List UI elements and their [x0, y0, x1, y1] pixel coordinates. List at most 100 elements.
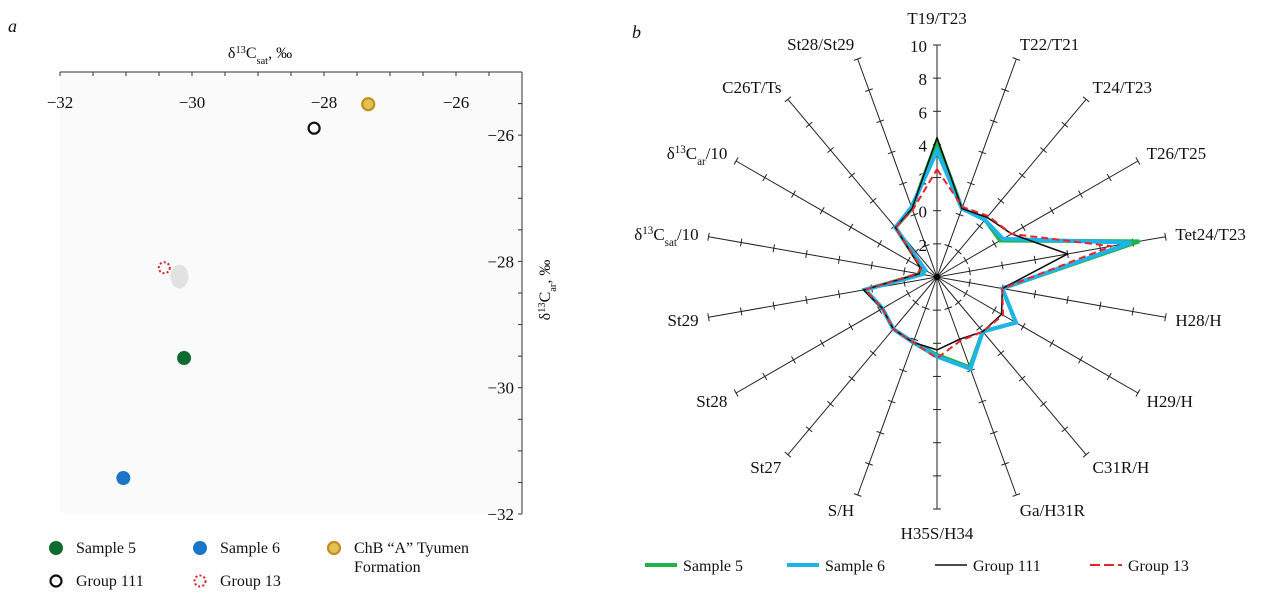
- y-tick-label: −26: [487, 126, 514, 145]
- radar-tick: [1082, 96, 1090, 103]
- panel-b-label: b: [632, 22, 641, 42]
- radar-tick: [805, 295, 808, 305]
- radar-tick: [819, 339, 825, 347]
- radar-tick: [1082, 451, 1090, 458]
- radar-tick: [944, 306, 953, 310]
- radar-axis-label: T24/T23: [1093, 78, 1153, 97]
- radar-tick: [1033, 290, 1037, 299]
- x-tick-label: −28: [311, 93, 338, 112]
- radar-axis: [735, 276, 938, 394]
- radar-axis-label: T22/T21: [1020, 35, 1079, 54]
- radar-scale-label: 0: [919, 203, 928, 222]
- radar-tick: [989, 119, 998, 124]
- radar-series-group-111: [862, 135, 1070, 351]
- radar-tick: [853, 57, 862, 61]
- radar-tick: [912, 299, 920, 306]
- radar-axis: [936, 276, 1087, 456]
- radar-tick: [978, 150, 987, 155]
- legend-label: Formation: [354, 559, 421, 576]
- radar-axis: [936, 160, 1139, 278]
- radar-axis-label: T26/T25: [1147, 144, 1207, 163]
- panel-a-label: a: [8, 16, 17, 36]
- radar-tick: [887, 399, 896, 404]
- data-point: [116, 471, 131, 486]
- radar-axis-label: H29/H: [1147, 392, 1193, 411]
- radar-tick: [827, 400, 834, 407]
- radar-axis: [708, 236, 938, 278]
- radar-tick: [968, 267, 971, 276]
- radar-tick: [762, 372, 768, 381]
- data-point: [157, 261, 171, 275]
- plot-area: [60, 72, 522, 514]
- radar-tick: [899, 368, 907, 373]
- radar-tick: [1135, 157, 1141, 165]
- y-tick-label: −30: [487, 379, 514, 398]
- radar-tick: [877, 306, 883, 314]
- scatter-plot: −32 −30 −28 −26 −26 −28 −30 −32 δ13Csat, ‰ δ13Car…: [47, 45, 559, 525]
- radar-tick: [1078, 356, 1083, 364]
- radar-axis-label: H35S/H34: [901, 524, 974, 543]
- legend-label: Sample 6: [825, 558, 885, 575]
- legend-marker: [193, 541, 207, 555]
- radar-tick: [944, 244, 953, 248]
- radar-axis: [936, 276, 1166, 318]
- radar-tick: [784, 451, 792, 458]
- radar-axis-label: St28/St29: [787, 35, 854, 54]
- y-tick-label: −28: [487, 252, 514, 271]
- radar-axis-label: H28/H: [1175, 311, 1221, 330]
- radar-tick: [805, 249, 808, 259]
- radar-tick: [1018, 172, 1026, 179]
- radar-tick: [837, 290, 841, 299]
- radar-tick: [837, 255, 841, 264]
- radar-axis: [708, 276, 938, 318]
- radar-tick: [877, 240, 883, 248]
- radar-tick: [954, 248, 962, 255]
- radar-axis: [857, 276, 938, 496]
- radar-tick: [991, 306, 997, 314]
- radar-axis: [735, 160, 938, 278]
- x-axis-title: δ13Csat, ‰: [228, 45, 292, 67]
- radar-tick: [865, 462, 873, 466]
- radar-tick: [848, 172, 856, 179]
- radar-tick: [1012, 57, 1021, 61]
- radar-tick: [905, 256, 911, 265]
- radar-tick: [1001, 261, 1004, 270]
- radar-tick: [1164, 232, 1167, 241]
- radar-tick: [1106, 372, 1112, 381]
- legend-label: Group 111: [973, 558, 1041, 575]
- radar-tick: [976, 324, 983, 331]
- radar-tick: [707, 232, 710, 241]
- radar-tick: [1106, 173, 1112, 182]
- radar-scale-label: 10: [910, 37, 927, 56]
- radar-tick: [762, 173, 768, 182]
- legend-label: Group 13: [1128, 558, 1189, 575]
- radar-tick: [1061, 426, 1069, 433]
- radar-tick: [899, 181, 907, 186]
- radar-tick: [1033, 255, 1037, 264]
- radar-tick: [865, 88, 873, 92]
- data-point: [307, 121, 321, 135]
- radar-tick: [827, 147, 834, 154]
- radar-axis-label: St28: [696, 392, 727, 411]
- radar-tick: [707, 313, 710, 322]
- radar-tick: [921, 306, 930, 310]
- data-point: [361, 97, 376, 112]
- legend-marker: [326, 540, 342, 556]
- radar-axis-label: δ13Car/10: [667, 144, 728, 168]
- radar-series-group-13: [863, 167, 1112, 360]
- radar-tick: [887, 150, 896, 155]
- legend-label: Sample 5: [683, 558, 743, 575]
- radar-tick: [921, 244, 930, 248]
- radar-scale-label: 2: [919, 236, 928, 255]
- radar-tick: [853, 493, 862, 497]
- radar-tick: [772, 301, 775, 310]
- radar-tick: [739, 238, 743, 247]
- x-tick-label: −32: [47, 93, 74, 112]
- radar-legend: Sample 5 Sample 6 Group 111 Group 13: [645, 558, 1189, 575]
- radar-tick: [991, 240, 997, 248]
- radar-tick: [963, 256, 969, 265]
- radar-tick: [1078, 190, 1083, 198]
- radar-tick: [1135, 389, 1141, 397]
- radar-tick: [733, 157, 739, 165]
